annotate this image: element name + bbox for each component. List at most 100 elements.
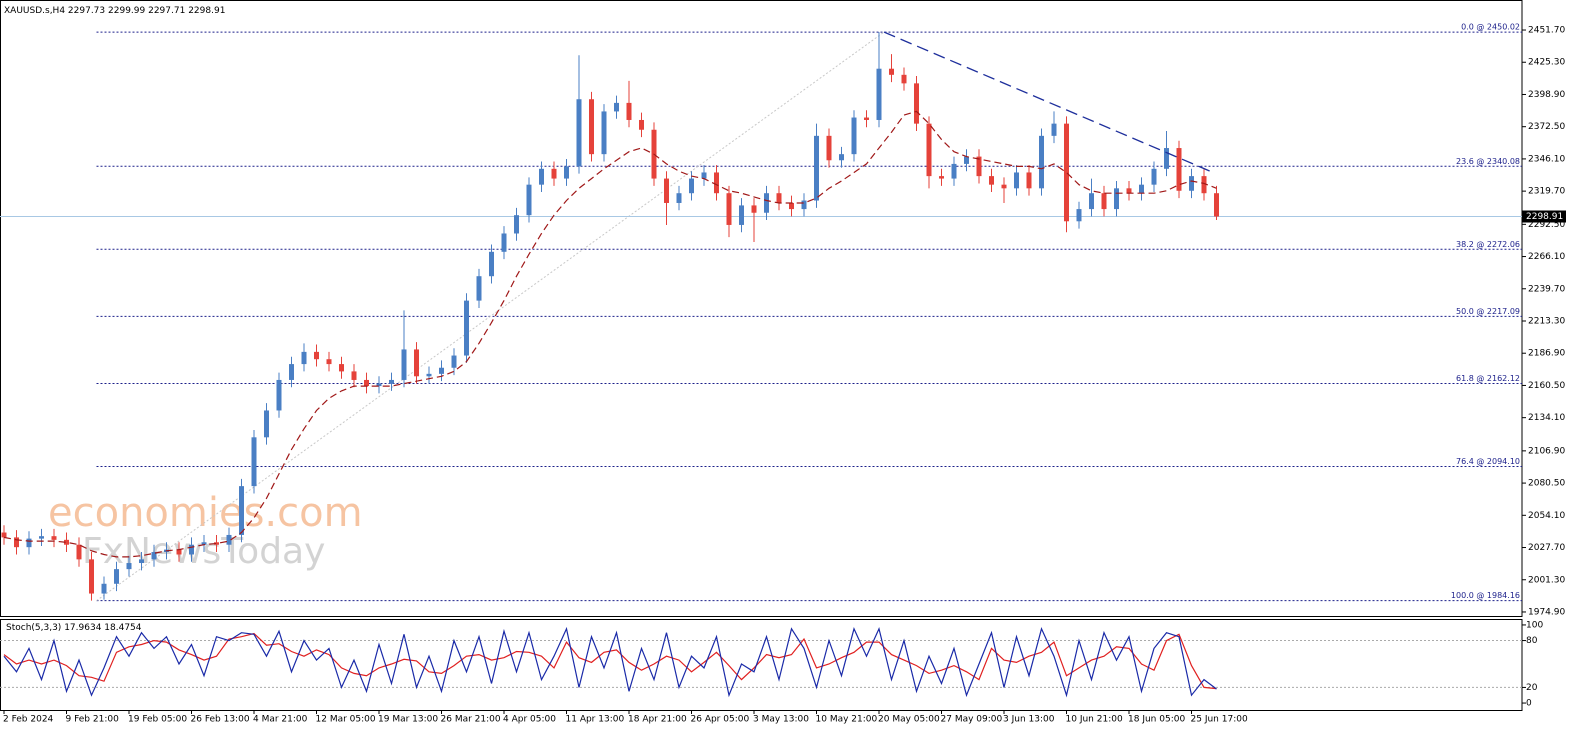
y-tick-label: 2319.70 — [1528, 187, 1565, 197]
candle-body — [764, 193, 769, 213]
y-tick-label: 2239.70 — [1528, 284, 1565, 294]
candle-body — [314, 351, 319, 360]
y-tick-label: 2213.30 — [1528, 316, 1565, 326]
candle-body — [1114, 188, 1119, 210]
trendline — [883, 31, 1211, 172]
stoch-d-last: 18.4754 — [104, 623, 141, 633]
candle-body — [989, 176, 994, 185]
x-tick-label: 19 Feb 05:00 — [128, 715, 187, 725]
candle-body — [851, 117, 857, 155]
stoch-panel-frame — [0, 619, 1523, 711]
candle-body — [776, 193, 782, 203]
candle-body — [751, 205, 757, 213]
y-tick-label: 2398.90 — [1528, 90, 1565, 100]
x-tick-label: 4 Mar 21:00 — [253, 715, 308, 725]
candle-body — [14, 537, 19, 548]
moving-average — [3, 110, 1217, 558]
y-tick-label: 2134.10 — [1528, 413, 1565, 423]
candle-body — [676, 193, 682, 203]
watermark: economies.com FxNewsToday — [48, 490, 363, 572]
candle-body — [476, 276, 482, 301]
candle-body — [739, 205, 744, 225]
candle-body — [664, 178, 669, 203]
candle-body — [351, 371, 357, 380]
candle-body — [864, 117, 869, 120]
fib-label: 38.2 @ 2272.06 — [1456, 240, 1520, 249]
fib-anchor-line — [96, 31, 885, 602]
header: XAUUSD.s,H4 2297.73 2299.99 2297.71 2298… — [4, 6, 225, 16]
candle-body — [1001, 184, 1007, 189]
last-high: 2299.99 — [108, 6, 145, 16]
candle-body — [939, 176, 944, 179]
price-box — [1522, 210, 1566, 223]
x-tick-label: 3 Jun 13:00 — [1003, 715, 1055, 725]
candle-body — [539, 168, 544, 185]
candle-body — [576, 99, 582, 167]
x-tick-label: 2 Feb 2024 — [3, 715, 54, 725]
candle-body — [426, 373, 432, 377]
stoch-k-line — [3, 626, 1217, 698]
y-tick-label: 2054.10 — [1528, 511, 1565, 521]
candle-body — [201, 542, 207, 545]
candle-body — [1064, 123, 1069, 222]
candle-body — [239, 486, 244, 535]
candle-body — [826, 135, 832, 161]
x-tick-label: 3 May 13:00 — [753, 715, 809, 725]
x-tick-label: 19 Mar 13:00 — [378, 715, 438, 725]
candle-body — [126, 563, 132, 570]
y-tick-label: 2425.30 — [1528, 58, 1565, 68]
stoch-y-tick-label: 20 — [1526, 683, 1538, 693]
candle-body — [376, 383, 382, 387]
y-tick-label: 2080.50 — [1528, 479, 1565, 489]
x-tick-label: 20 May 05:00 — [878, 715, 940, 725]
candle-body — [551, 168, 557, 179]
candle-body — [1139, 184, 1144, 194]
stoch-y-tick-label: 100 — [1526, 620, 1543, 630]
main-panel-frame — [0, 0, 1523, 617]
x-tick-label: 26 Mar 21:00 — [441, 715, 501, 725]
x-tick-label: 4 Apr 05:00 — [503, 715, 556, 725]
x-tick-label: 10 Jun 21:00 — [1066, 715, 1123, 725]
candle-body — [1014, 172, 1019, 189]
candle-body — [876, 68, 882, 120]
x-tick-label: 9 Feb 21:00 — [66, 715, 120, 725]
candle-body — [1151, 168, 1157, 185]
last-close: 2298.91 — [188, 6, 225, 16]
x-tick-label: 26 Feb 13:00 — [191, 715, 250, 725]
candle-body — [926, 123, 932, 177]
x-tick-label: 18 Jun 05:00 — [1128, 715, 1185, 725]
candle-body — [276, 379, 282, 411]
candle-body — [814, 135, 819, 201]
candle-body — [489, 251, 494, 277]
candle-body — [964, 156, 969, 164]
stoch-y-tick-label: 0 — [1526, 699, 1532, 709]
candle-body — [189, 544, 194, 555]
candle-body — [1126, 188, 1132, 194]
x-tick-label: 11 Apr 13:00 — [566, 715, 625, 725]
candle-body — [251, 437, 257, 487]
candle-body — [626, 102, 632, 120]
candle-body — [326, 359, 332, 365]
fib-label: 23.6 @ 2340.08 — [1456, 157, 1520, 166]
fib-label: 61.8 @ 2162.12 — [1456, 374, 1520, 383]
fib-label: 0.0 @ 2450.02 — [1461, 23, 1520, 32]
candle-body — [701, 172, 707, 179]
candle-body — [101, 583, 107, 594]
fib-label: 100.0 @ 1984.16 — [1451, 591, 1520, 600]
y-tick-label: 2372.50 — [1528, 122, 1565, 132]
x-tick-label: 10 May 21:00 — [816, 715, 878, 725]
stoch-y-tick-label: 80 — [1526, 636, 1538, 646]
candle-body — [726, 193, 732, 225]
candle-body — [301, 351, 307, 365]
x-tick-label: 27 May 09:00 — [941, 715, 1003, 725]
y-tick-label: 2292.50 — [1528, 220, 1565, 230]
y-tick-label: 2346.10 — [1528, 154, 1565, 164]
last-low: 2297.71 — [148, 6, 185, 16]
y-tick-label: 2001.30 — [1528, 575, 1565, 585]
candle-body — [1039, 135, 1044, 189]
last-open: 2297.73 — [68, 6, 105, 16]
candle-body — [526, 184, 532, 216]
candle-body — [914, 83, 919, 124]
candle-body — [1089, 193, 1094, 210]
